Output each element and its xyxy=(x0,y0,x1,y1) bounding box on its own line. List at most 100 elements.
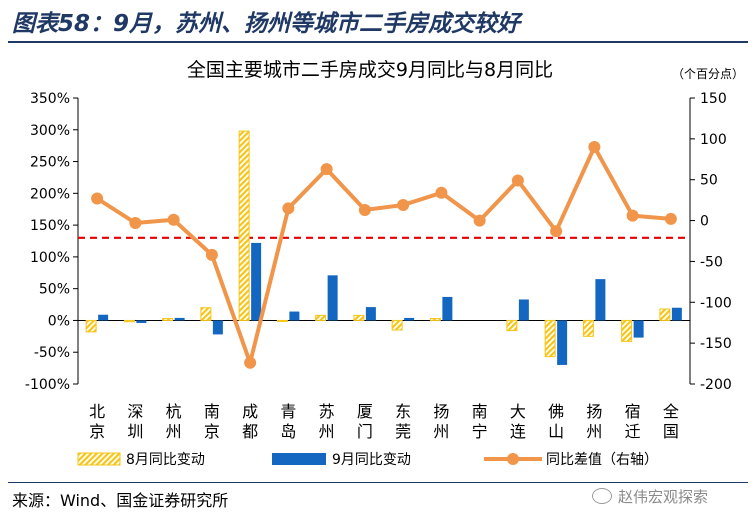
category-label: 都 xyxy=(242,422,258,441)
right-tick-label: -150 xyxy=(700,336,732,352)
bar-sep xyxy=(518,299,529,321)
bar-aug xyxy=(621,319,633,342)
diff-point xyxy=(550,225,563,238)
legend-label-diff: 同比差值（右轴） xyxy=(546,452,658,468)
category-label: 大 xyxy=(510,402,526,421)
category-label: 宁 xyxy=(472,422,488,441)
bar-sep xyxy=(671,307,682,321)
bar-aug xyxy=(353,314,365,321)
category-label: 圳 xyxy=(127,422,143,441)
category-label: 厦 xyxy=(357,402,373,421)
bar-aug xyxy=(659,308,671,321)
category-label: 州 xyxy=(433,422,449,441)
bar-aug xyxy=(429,318,441,321)
legend-label-aug: 8月同比变动 xyxy=(126,452,205,468)
category-label: 北 xyxy=(89,402,105,421)
watermark: 赵伟宏观探索 xyxy=(592,486,708,507)
right-tick-label: 50 xyxy=(700,173,718,189)
bar-aug xyxy=(544,319,556,358)
left-tick-label: 250% xyxy=(30,155,70,171)
category-label: 国 xyxy=(663,422,679,441)
bar-sep xyxy=(136,320,147,323)
bar-aug xyxy=(238,130,250,321)
category-label: 苏 xyxy=(319,402,335,421)
category-label: 州 xyxy=(166,422,182,441)
source-divider xyxy=(8,482,748,483)
legend-swatch-sep xyxy=(272,453,326,465)
diff-point xyxy=(129,217,142,230)
category-label: 成 xyxy=(242,402,258,421)
category-label: 州 xyxy=(319,422,335,441)
bar-aug xyxy=(582,319,594,337)
bar-sep xyxy=(174,317,185,321)
category-label: 京 xyxy=(89,422,105,441)
category-label: 东 xyxy=(395,402,411,421)
category-label: 京 xyxy=(204,422,220,441)
diff-point xyxy=(435,186,448,199)
left-tick-label: 150% xyxy=(30,218,70,234)
bar-sep xyxy=(365,307,376,321)
bar-aug xyxy=(506,319,518,332)
category-label: 杭 xyxy=(166,402,182,421)
bar-sep xyxy=(212,320,223,335)
right-tick-label: 0 xyxy=(700,214,709,230)
bar-sep xyxy=(289,311,300,321)
diff-point xyxy=(167,213,180,226)
bar-aug xyxy=(85,319,97,333)
bar-aug xyxy=(276,319,288,322)
bar-aug xyxy=(200,307,212,321)
diff-point xyxy=(473,214,486,227)
bar-sep xyxy=(633,320,644,338)
category-label: 南 xyxy=(204,402,220,421)
diff-point xyxy=(205,248,218,261)
bar-sep xyxy=(404,317,415,321)
category-label: 全 xyxy=(663,402,679,421)
category-label: 扬 xyxy=(586,402,602,421)
category-label: 莞 xyxy=(395,422,411,441)
category-label: 佛 xyxy=(548,402,564,421)
category-label: 连 xyxy=(510,422,526,441)
left-tick-label: 200% xyxy=(30,186,70,202)
category-label: 州 xyxy=(586,422,602,441)
legend-swatch-diff-point xyxy=(507,453,519,465)
bar-sep xyxy=(557,320,568,365)
source-note: 来源：Wind、国金证券研究所 xyxy=(12,491,229,510)
category-label: 深 xyxy=(127,402,143,421)
diff-point xyxy=(588,141,601,154)
diff-point xyxy=(626,209,639,222)
right-tick-label: -100 xyxy=(700,295,732,311)
left-tick-label: -100% xyxy=(25,377,70,393)
diff-point xyxy=(282,202,295,215)
left-tick-label: 350% xyxy=(30,91,70,107)
right-axis-unit: （个百分点） xyxy=(672,67,744,81)
bar-aug xyxy=(162,318,174,321)
figure-title: 图表58：9月，苏州、扬州等城市二手房成交较好 xyxy=(12,11,521,37)
category-label: 岛 xyxy=(280,422,296,441)
diff-point xyxy=(397,199,410,212)
right-tick-label: 150 xyxy=(700,91,727,107)
title-divider xyxy=(8,41,748,43)
chart-area: 全国主要城市二手房成交9月同比与8月同比 （个百分点） -100% -50% 0% 5… xyxy=(25,59,744,468)
legend-swatch-aug xyxy=(77,452,121,466)
diff-point xyxy=(91,192,104,205)
diff-point xyxy=(320,163,333,176)
category-label: 宿 xyxy=(625,402,641,421)
left-tick-label: 0% xyxy=(48,313,70,329)
diff-point xyxy=(664,212,677,225)
bar-sep xyxy=(442,296,453,321)
left-tick-label: 100% xyxy=(30,250,70,266)
left-tick-label: -50% xyxy=(34,345,70,361)
category-label: 青 xyxy=(280,402,296,421)
diff-point xyxy=(511,174,524,187)
bar-sep xyxy=(595,279,606,321)
bar-sep xyxy=(327,275,338,321)
diff-point xyxy=(358,203,371,216)
diff-line xyxy=(96,145,672,365)
bar-sep xyxy=(251,242,262,321)
bar-sep xyxy=(98,314,109,321)
category-label: 山 xyxy=(548,422,564,441)
right-tick-label: 100 xyxy=(700,132,727,148)
legend-label-sep: 9月同比变动 xyxy=(332,452,411,468)
chart-title: 全国主要城市二手房成交9月同比与8月同比 xyxy=(187,59,553,81)
right-tick-label: -200 xyxy=(700,377,732,393)
